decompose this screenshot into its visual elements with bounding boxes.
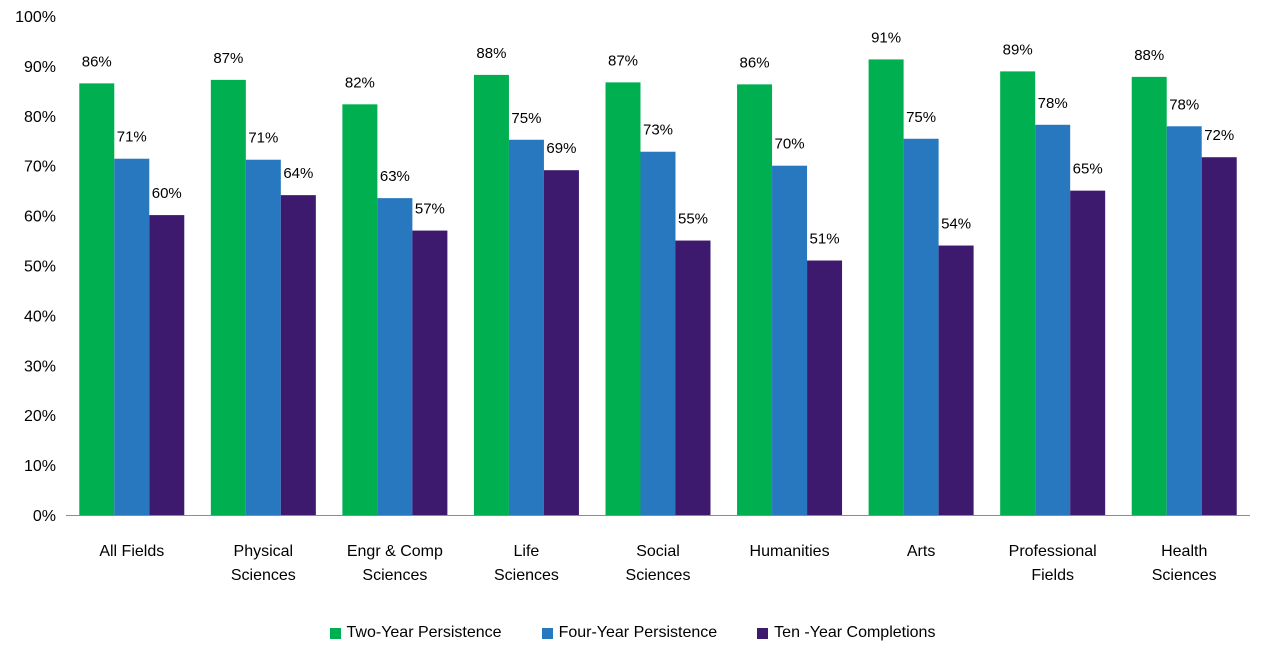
bar[interactable] [868, 59, 904, 516]
data-label: 51% [810, 231, 840, 248]
x-axis: All Fields Physical Sciences Engr & Comp Sci… [66, 515, 1250, 584]
data-label: 65% [1073, 161, 1103, 178]
data-label: 86% [82, 53, 112, 70]
x-category-label: Humanities [750, 543, 830, 560]
legend-swatch-two-year [329, 627, 341, 639]
data-label: 89% [1003, 41, 1033, 58]
bar[interactable] [412, 230, 448, 515]
x-category-label: Life Sciences [494, 543, 559, 584]
data-label: 64% [283, 165, 313, 182]
y-tick-label: 90% [24, 59, 56, 76]
bar[interactable] [149, 215, 185, 515]
bar[interactable] [807, 260, 843, 515]
legend-item-four-year[interactable]: Four-Year Persistence [541, 624, 718, 642]
y-tick-label: 100% [15, 9, 56, 26]
bar[interactable] [210, 79, 246, 515]
bar[interactable] [245, 159, 281, 515]
legend-label-two-year: Two-Year Persistence [346, 624, 502, 641]
y-tick-label: 10% [24, 458, 56, 475]
bars [79, 59, 1237, 516]
bar[interactable] [1166, 126, 1202, 516]
y-tick-label: 70% [24, 159, 56, 176]
x-category-label: Physical Sciences [231, 543, 296, 584]
bar[interactable] [1000, 71, 1036, 515]
x-category-label: Professional Fields [1009, 543, 1097, 584]
x-category-label: Health Sciences [1152, 543, 1217, 584]
bar[interactable] [1070, 190, 1106, 515]
bar[interactable] [903, 138, 939, 515]
data-label: 75% [906, 109, 936, 126]
legend-label-four-year: Four-Year Persistence [558, 624, 718, 641]
data-label: 88% [1134, 47, 1164, 64]
data-label: 71% [117, 129, 147, 146]
y-axis: 0% 10% 20% 30% 40% 50% 60% 70% 80% 90% 100% [15, 9, 56, 525]
bar[interactable] [938, 245, 974, 516]
y-tick-label: 50% [24, 259, 56, 276]
data-label: 55% [678, 211, 708, 228]
x-category-label: All Fields [99, 543, 164, 560]
bar[interactable] [280, 195, 316, 516]
bar[interactable] [1131, 76, 1167, 516]
data-label: 86% [740, 54, 770, 71]
bar[interactable] [772, 165, 808, 515]
legend-item-two-year[interactable]: Two-Year Persistence [329, 624, 502, 642]
y-tick-label: 40% [24, 308, 56, 325]
bar[interactable] [342, 104, 378, 515]
bar[interactable] [79, 83, 115, 516]
bar[interactable] [1035, 124, 1071, 516]
y-tick-label: 80% [24, 109, 56, 126]
data-label: 87% [213, 50, 243, 67]
bar[interactable] [640, 151, 676, 515]
data-label: 82% [345, 74, 375, 91]
bar[interactable] [737, 84, 773, 515]
x-category-label: Social Sciences [626, 543, 691, 584]
y-tick-label: 20% [24, 408, 56, 425]
data-label: 78% [1038, 95, 1068, 112]
legend-swatch-ten-year [757, 627, 769, 639]
bar[interactable] [543, 170, 579, 516]
legend: Two-Year Persistence Four-Year Persisten… [0, 624, 1265, 642]
data-label: 87% [608, 52, 638, 69]
bar[interactable] [508, 139, 544, 515]
data-label: 88% [476, 45, 506, 62]
data-label: 69% [546, 140, 576, 157]
bar[interactable] [114, 158, 150, 516]
y-tick-label: 60% [24, 209, 56, 226]
data-label: 63% [380, 168, 410, 185]
bar[interactable] [675, 240, 711, 516]
data-label: 57% [415, 201, 445, 218]
data-label: 60% [152, 185, 182, 202]
data-label: 72% [1204, 127, 1234, 144]
data-labels: 86% 87% 82% 88% 87% 86% 91% 89% 88% 71% 71% 63% 75% 7… [82, 29, 1234, 247]
bar[interactable] [377, 198, 413, 515]
x-category-label: Arts [907, 543, 935, 560]
legend-item-ten-year[interactable]: Ten -Year Completions [757, 624, 935, 642]
bar[interactable] [473, 74, 509, 515]
bar[interactable] [605, 82, 641, 515]
y-tick-label: 0% [33, 508, 56, 525]
legend-swatch-four-year [541, 627, 553, 639]
data-label: 91% [871, 29, 901, 46]
data-label: 73% [643, 122, 673, 139]
bar[interactable] [1201, 157, 1237, 516]
data-label: 75% [511, 110, 541, 127]
legend-label-ten-year: Ten -Year Completions [774, 624, 936, 641]
y-tick-label: 30% [24, 358, 56, 375]
data-label: 78% [1169, 96, 1199, 113]
data-label: 70% [775, 136, 805, 153]
data-label: 71% [248, 130, 278, 147]
data-label: 54% [941, 216, 971, 233]
x-category-label: Engr & Comp Sciences [347, 543, 443, 584]
